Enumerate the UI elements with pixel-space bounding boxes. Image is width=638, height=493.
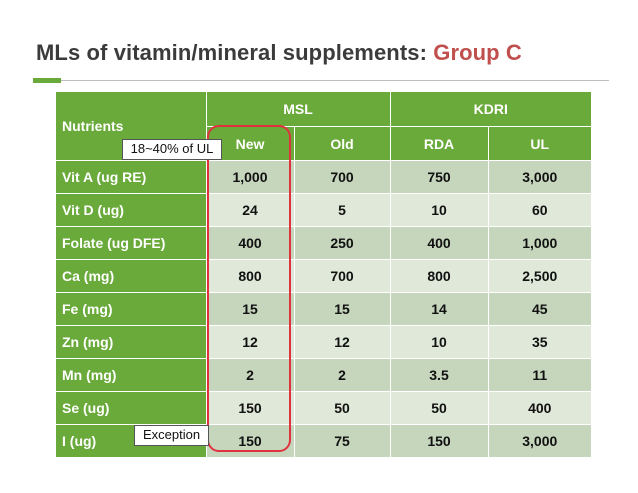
cell-rda: 3.5 — [390, 358, 489, 392]
cell-new: 800 — [206, 259, 295, 293]
supplement-table: Nutrients MSL KDRI New Old RDA UL Vit A … — [56, 92, 592, 458]
table-row: Vit A (ug RE) 1,000 700 750 3,000 — [56, 160, 592, 194]
cell-rda: 400 — [390, 226, 489, 260]
table-row: Vit D (ug) 24 5 10 60 — [56, 193, 592, 227]
cell-old: 5 — [294, 193, 391, 227]
table-row: Folate (ug DFE) 400 250 400 1,000 — [56, 226, 592, 260]
cell-ul: 400 — [488, 391, 592, 425]
header-ul: UL — [488, 126, 592, 161]
title-main: MLs of vitamin/mineral supplements: — [36, 40, 434, 65]
cell-ul: 3,000 — [488, 160, 592, 194]
ul-range-callout: 18~40% of UL — [122, 139, 222, 160]
row-nutrient-label: Se (ug) — [56, 391, 207, 425]
cell-new: 150 — [206, 391, 295, 425]
row-nutrient-label: Ca (mg) — [56, 259, 207, 293]
cell-ul: 1,000 — [488, 226, 592, 260]
cell-old: 15 — [294, 292, 391, 326]
title-accent: Group C — [433, 40, 522, 65]
cell-old: 50 — [294, 391, 391, 425]
exception-callout: Exception — [134, 425, 209, 446]
cell-rda: 10 — [390, 193, 489, 227]
cell-rda: 10 — [390, 325, 489, 359]
table-row: Ca (mg) 800 700 800 2,500 — [56, 259, 592, 293]
cell-new: 400 — [206, 226, 295, 260]
table-row: Mn (mg) 2 2 3.5 11 — [56, 358, 592, 392]
cell-new: 12 — [206, 325, 295, 359]
row-nutrient-label: Vit D (ug) — [56, 193, 207, 227]
cell-new: 2 — [206, 358, 295, 392]
cell-old: 75 — [294, 424, 391, 458]
header-old: Old — [294, 126, 391, 161]
new-column-highlight — [207, 125, 291, 452]
cell-ul: 2,500 — [488, 259, 592, 293]
cell-rda: 750 — [390, 160, 489, 194]
cell-old: 700 — [294, 259, 391, 293]
cell-ul: 11 — [488, 358, 592, 392]
cell-old: 12 — [294, 325, 391, 359]
table-row: Zn (mg) 12 12 10 35 — [56, 325, 592, 359]
cell-new: 15 — [206, 292, 295, 326]
row-nutrient-label: Vit A (ug RE) — [56, 160, 207, 194]
cell-rda: 150 — [390, 424, 489, 458]
header-row-groups: Nutrients MSL KDRI — [56, 92, 592, 161]
header-kdri: KDRI — [390, 92, 592, 127]
page-title: MLs of vitamin/mineral supplements: Grou… — [36, 40, 522, 66]
cell-ul: 35 — [488, 325, 592, 359]
cell-old: 250 — [294, 226, 391, 260]
row-nutrient-label: Fe (mg) — [56, 292, 207, 326]
row-nutrient-label: Zn (mg) — [56, 325, 207, 359]
title-accent-bar — [33, 78, 61, 83]
cell-ul: 45 — [488, 292, 592, 326]
cell-old: 700 — [294, 160, 391, 194]
cell-rda: 50 — [390, 391, 489, 425]
cell-rda: 14 — [390, 292, 489, 326]
cell-old: 2 — [294, 358, 391, 392]
table-row: Fe (mg) 15 15 14 45 — [56, 292, 592, 326]
cell-ul: 3,000 — [488, 424, 592, 458]
cell-new: 1,000 — [206, 160, 295, 194]
table-row: Se (ug) 150 50 50 400 — [56, 391, 592, 425]
row-nutrient-label: Folate (ug DFE) — [56, 226, 207, 260]
header-rda: RDA — [390, 126, 489, 161]
cell-rda: 800 — [390, 259, 489, 293]
cell-ul: 60 — [488, 193, 592, 227]
cell-new: 24 — [206, 193, 295, 227]
row-nutrient-label: Mn (mg) — [56, 358, 207, 392]
title-divider — [61, 80, 609, 81]
header-msl: MSL — [206, 92, 391, 127]
